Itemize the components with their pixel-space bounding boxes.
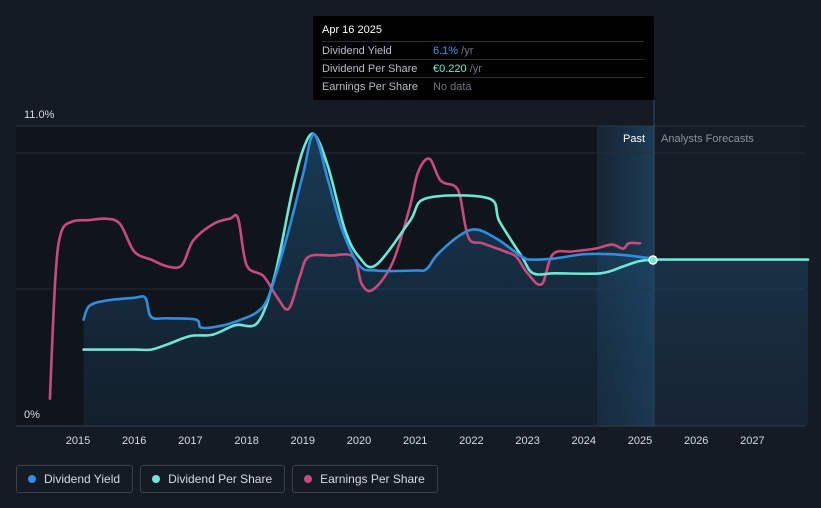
tooltip-label: Dividend Yield <box>322 44 392 57</box>
x-tick-label: 2016 <box>122 435 146 447</box>
legend-label: Earnings Per Share <box>320 472 425 486</box>
forecast-label: Analysts Forecasts <box>661 133 754 145</box>
legend-item-dividend-yield[interactable]: Dividend Yield <box>16 465 134 493</box>
tooltip-label: Dividend Per Share <box>322 62 418 75</box>
tooltip-row-dividend-per-share: Dividend Per Share €0.220 /yr <box>322 59 644 77</box>
x-tick-label: 2015 <box>66 435 90 447</box>
tooltip-unit: /yr <box>466 62 482 75</box>
legend-dot-dividend-per-share <box>152 475 161 483</box>
x-tick-label: 2021 <box>403 435 427 447</box>
past-label: Past <box>623 133 645 145</box>
legend-item-dividend-per-share[interactable]: Dividend Per Share <box>140 465 286 493</box>
x-tick-label: 2022 <box>459 435 483 447</box>
y-tick-zero: 0% <box>24 409 40 421</box>
tooltip-label: Earnings Per Share <box>322 80 418 93</box>
x-tick-label: 2027 <box>740 435 764 447</box>
legend: Dividend Yield Dividend Per Share Earnin… <box>16 465 438 493</box>
tooltip-row-earnings-per-share: Earnings Per Share No data <box>322 77 644 95</box>
tooltip-value-number: No data <box>433 80 472 93</box>
x-tick-label: 2017 <box>178 435 202 447</box>
x-tick-label: 2019 <box>291 435 315 447</box>
current-value-marker[interactable] <box>648 255 658 265</box>
x-tick-label: 2020 <box>347 435 371 447</box>
legend-label: Dividend Per Share <box>168 472 273 486</box>
tooltip-unit: /yr <box>458 44 474 57</box>
tooltip-value-number: 6.1% <box>433 44 459 57</box>
legend-item-earnings-per-share[interactable]: Earnings Per Share <box>292 465 438 493</box>
tooltip-value: €0.220 /yr <box>433 63 482 75</box>
dividend-per-share-line <box>82 132 810 352</box>
dividend-yield-line <box>82 132 659 330</box>
tooltip: Apr 16 2025 Dividend Yield 6.1% /yr Divi… <box>313 16 654 100</box>
earnings-per-share-line <box>48 157 642 400</box>
tooltip-value-number: €0.220 <box>433 62 467 75</box>
dividend-yield-area <box>83 134 809 426</box>
y-tick-top: 11.0% <box>24 109 55 121</box>
tooltip-value: 6.1% /yr <box>433 45 473 57</box>
legend-dot-dividend-yield <box>28 475 36 483</box>
tooltip-value: No data <box>433 81 472 93</box>
tooltip-date: Apr 16 2025 <box>322 24 382 36</box>
x-tick-label: 2018 <box>234 435 258 447</box>
legend-label: Dividend Yield <box>44 472 121 486</box>
x-tick-label: 2026 <box>684 435 708 447</box>
x-tick-label: 2023 <box>515 435 539 447</box>
x-tick-label: 2025 <box>628 435 652 447</box>
x-tick-label: 2024 <box>572 435 596 447</box>
legend-dot-earnings-per-share <box>304 475 313 483</box>
tooltip-row-dividend-yield: Dividend Yield 6.1% /yr <box>322 41 644 59</box>
